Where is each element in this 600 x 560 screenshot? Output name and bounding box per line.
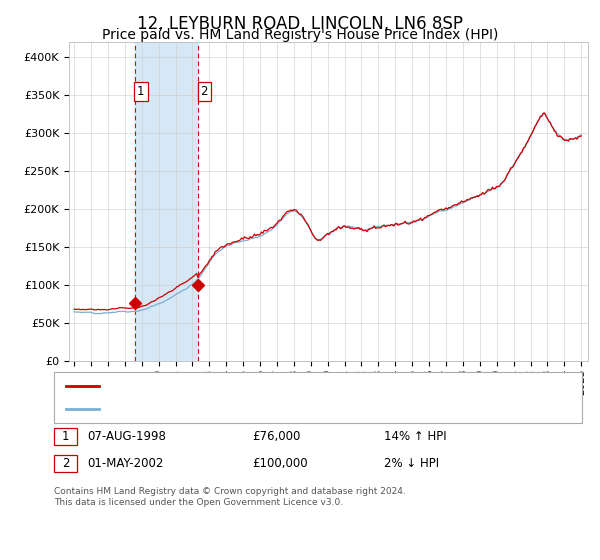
Text: 2% ↓ HPI: 2% ↓ HPI <box>384 456 439 470</box>
Text: 14% ↑ HPI: 14% ↑ HPI <box>384 430 446 444</box>
Text: 2: 2 <box>200 85 208 98</box>
Text: Price paid vs. HM Land Registry's House Price Index (HPI): Price paid vs. HM Land Registry's House … <box>102 28 498 42</box>
Text: 07-AUG-1998: 07-AUG-1998 <box>87 430 166 444</box>
Text: 01-MAY-2002: 01-MAY-2002 <box>87 456 163 470</box>
Text: Contains HM Land Registry data © Crown copyright and database right 2024.
This d: Contains HM Land Registry data © Crown c… <box>54 487 406 507</box>
Bar <box>134 42 198 361</box>
Text: 12, LEYBURN ROAD, LINCOLN, LN6 8SP: 12, LEYBURN ROAD, LINCOLN, LN6 8SP <box>137 15 463 33</box>
Text: 1: 1 <box>62 430 69 444</box>
Text: £76,000: £76,000 <box>252 430 301 444</box>
Text: £100,000: £100,000 <box>252 456 308 470</box>
Text: 12, LEYBURN ROAD, LINCOLN, LN6 8SP (detached house): 12, LEYBURN ROAD, LINCOLN, LN6 8SP (deta… <box>105 381 425 391</box>
Text: 1: 1 <box>137 85 145 98</box>
Text: 2: 2 <box>62 456 69 470</box>
Text: HPI: Average price, detached house, North Kesteven: HPI: Average price, detached house, Nort… <box>105 404 397 414</box>
